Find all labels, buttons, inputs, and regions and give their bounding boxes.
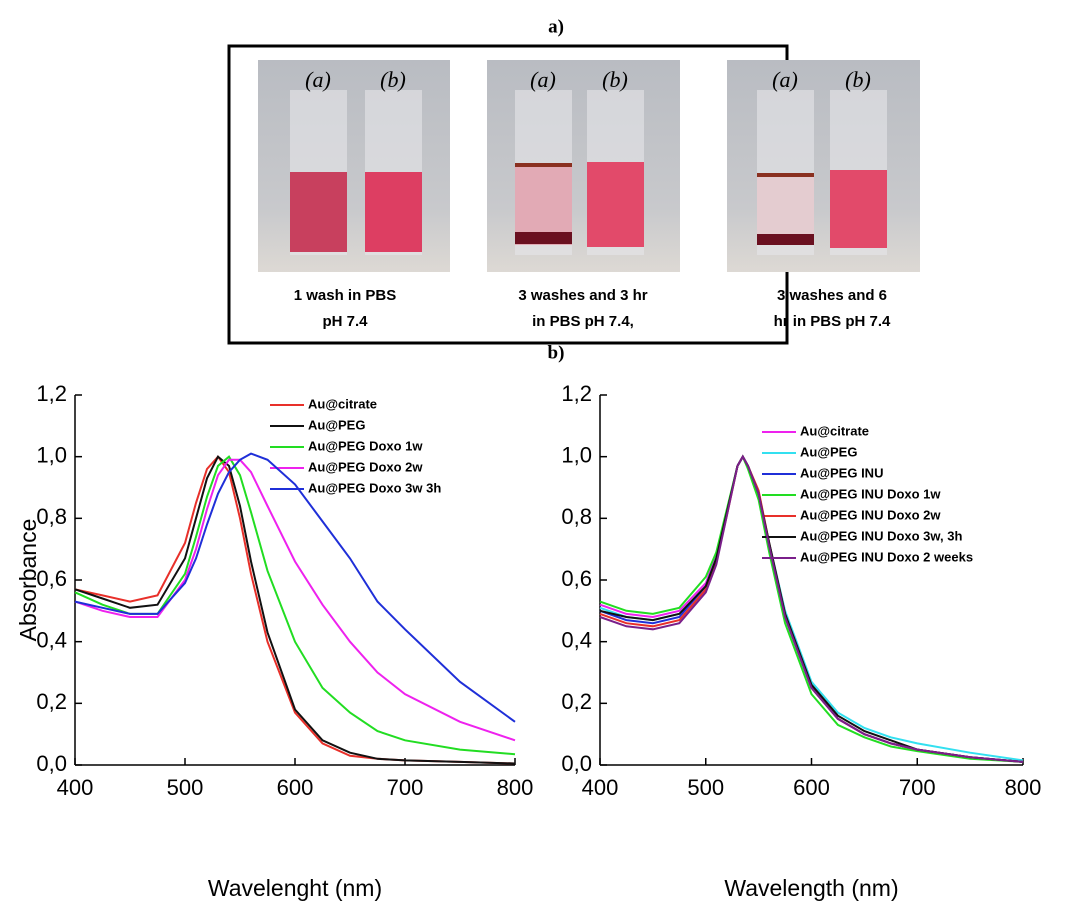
x-tick-label: 400 (57, 775, 94, 800)
data-line (599, 454, 1024, 763)
legend-label: Au@PEG INU Doxo 3w, 3h (800, 528, 962, 543)
data-line (74, 455, 516, 765)
photo-caption: 3 washes and 3 hr (518, 287, 647, 304)
x-tick-label: 700 (387, 775, 424, 800)
x-axis-title: Wavelength (nm) (724, 875, 898, 901)
x-tick-label: 500 (167, 775, 204, 800)
legend-label: Au@citrate (308, 396, 377, 411)
panel-label: a) (548, 16, 564, 37)
x-tick-label: 700 (899, 775, 936, 800)
y-tick-label: 1,2 (36, 381, 67, 406)
data-line (74, 452, 516, 723)
photo: (a) (b) (258, 60, 450, 272)
tube-label: (b) (602, 67, 628, 92)
y-tick-label: 0,0 (561, 751, 592, 776)
x-tick-label: 600 (277, 775, 314, 800)
y-tick-label: 0,6 (36, 566, 67, 591)
y-tick-label: 1,0 (561, 442, 592, 467)
y-tick-label: 1,2 (561, 381, 592, 406)
tube-label: (b) (380, 67, 406, 92)
legend-label: Au@PEG INU Doxo 2 weeks (800, 549, 973, 564)
y-tick-label: 0,4 (36, 627, 67, 652)
x-tick-label: 600 (793, 775, 830, 800)
y-tick-label: 0,2 (36, 689, 67, 714)
panel-label: b) (548, 342, 565, 363)
y-tick-label: 0,4 (561, 627, 592, 652)
y-tick-label: 0,6 (561, 566, 592, 591)
y-tick-label: 0,8 (561, 504, 592, 529)
legend-label: Au@citrate (800, 423, 869, 438)
photo-caption: pH 7.4 (322, 313, 368, 330)
tube-label: (a) (530, 67, 556, 92)
legend-label: Au@PEG (800, 444, 857, 459)
data-line (599, 454, 1024, 763)
legend-label: Au@PEG INU Doxo 2w (800, 507, 941, 522)
x-tick-label: 500 (687, 775, 724, 800)
x-tick-label: 800 (1005, 775, 1042, 800)
data-line (599, 454, 1024, 762)
x-tick-label: 400 (582, 775, 619, 800)
y-tick-label: 0,8 (36, 504, 67, 529)
photo-caption: 1 wash in PBS (294, 287, 397, 304)
legend-label: Au@PEG Doxo 2w (308, 459, 423, 474)
x-axis-title: Wavelenght (nm) (208, 875, 382, 901)
photo: (a) (b) (487, 60, 680, 272)
y-tick-label: 0,2 (561, 689, 592, 714)
y-tick-label: 1,0 (36, 442, 67, 467)
y-tick-label: 0,0 (36, 751, 67, 776)
data-line (599, 454, 1024, 763)
legend-label: Au@PEG INU (800, 465, 883, 480)
photo-caption: hr in PBS pH 7.4 (774, 313, 891, 330)
photo-caption: 3 washes and 6 (777, 287, 887, 304)
tube-label: (b) (845, 67, 871, 92)
data-line (599, 454, 1024, 763)
x-tick-label: 800 (497, 775, 534, 800)
legend-label: Au@PEG INU Doxo 1w (800, 486, 941, 501)
legend-label: Au@PEG Doxo 3w 3h (308, 480, 441, 495)
legend-label: Au@PEG (308, 417, 365, 432)
y-axis-title: Absorbance (15, 519, 41, 642)
photo: (a) (b) (727, 60, 920, 272)
tube-label: (a) (772, 67, 798, 92)
data-line (74, 455, 516, 765)
legend-label: Au@PEG Doxo 1w (308, 438, 423, 453)
data-line (599, 454, 1024, 763)
tube-label: (a) (305, 67, 331, 92)
data-line (599, 454, 1024, 763)
photo-caption: in PBS pH 7.4, (532, 313, 634, 330)
